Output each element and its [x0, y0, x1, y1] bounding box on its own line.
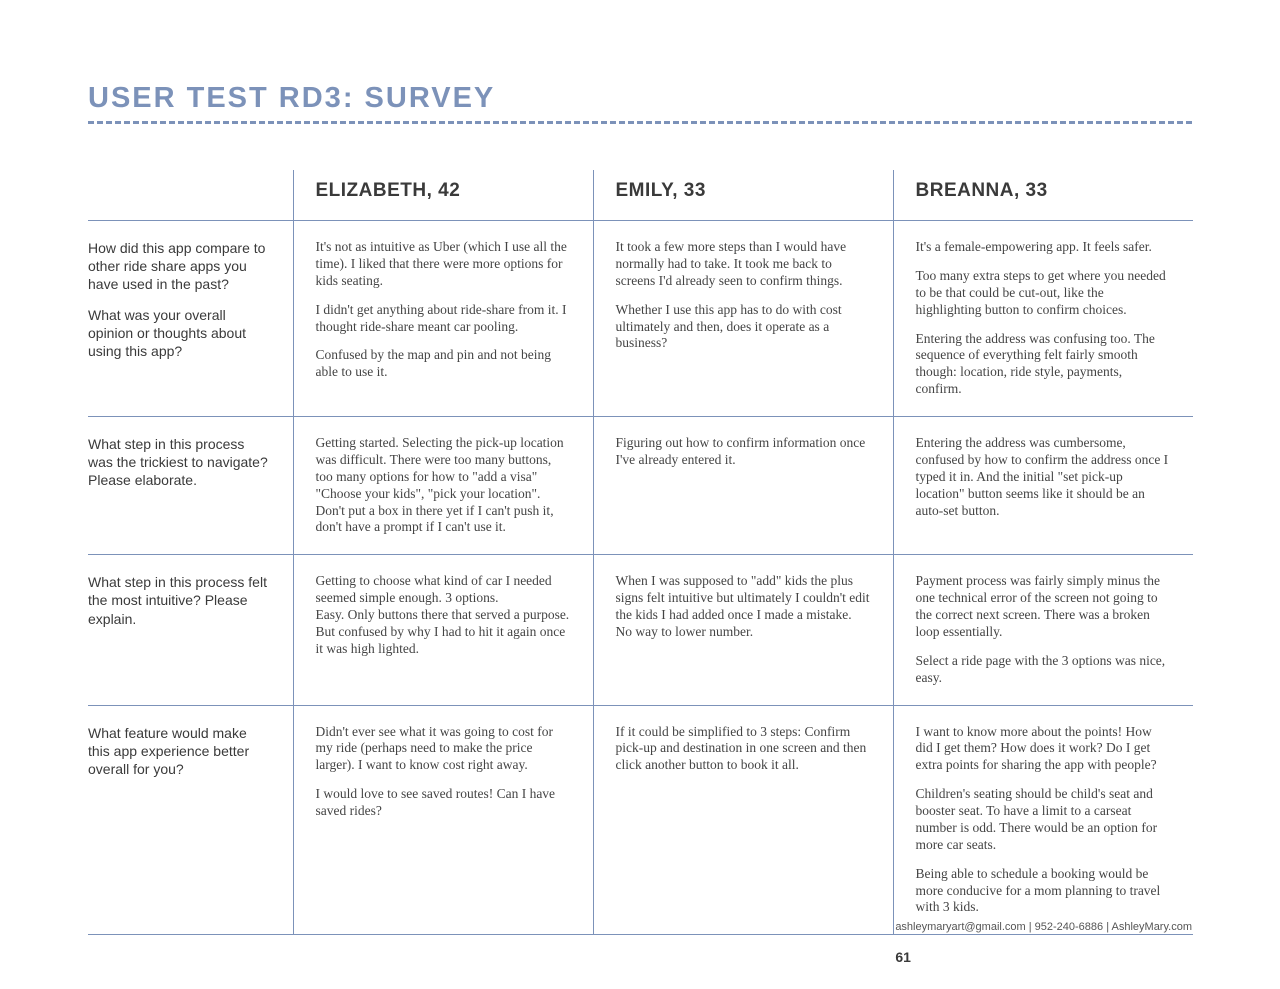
answer-cell: It's not as intuitive as Uber (which I u…	[293, 221, 593, 417]
answer-cell: Entering the address was cumbersome, con…	[893, 417, 1193, 555]
page: USER TEST RD3: SURVEY ELIZABETH, 42 EMIL…	[0, 0, 1280, 989]
page-number: 61	[895, 949, 1192, 965]
answer-cell: When I was supposed to "add" kids the pl…	[593, 555, 893, 705]
question-cell: How did this app compare to other ride s…	[88, 221, 293, 417]
page-title: USER TEST RD3: SURVEY	[88, 82, 1192, 115]
survey-table: ELIZABETH, 42 EMILY, 33 BREANNA, 33 How …	[88, 170, 1193, 935]
answer-cell: If it could be simplified to 3 steps: Co…	[593, 705, 893, 935]
footer-contact: ashleymaryart@gmail.com | 952-240-6886 |…	[895, 921, 1192, 933]
header-participant: ELIZABETH, 42	[293, 170, 593, 221]
table-row: How did this app compare to other ride s…	[88, 221, 1193, 417]
answer-cell: Getting started. Selecting the pick-up l…	[293, 417, 593, 555]
dashed-rule	[88, 121, 1192, 124]
answer-cell: It's a female-empowering app. It feels s…	[893, 221, 1193, 417]
table-row: What step in this process was the tricki…	[88, 417, 1193, 555]
answer-cell: I want to know more about the points! Ho…	[893, 705, 1193, 935]
answer-cell: Didn't ever see what it was going to cos…	[293, 705, 593, 935]
header-participant: EMILY, 33	[593, 170, 893, 221]
question-cell: What step in this process felt the most …	[88, 555, 293, 705]
header-blank	[88, 170, 293, 221]
answer-cell: Payment process was fairly simply minus …	[893, 555, 1193, 705]
footer: ashleymaryart@gmail.com | 952-240-6886 |…	[895, 921, 1192, 965]
question-cell: What step in this process was the tricki…	[88, 417, 293, 555]
answer-cell: Figuring out how to confirm information …	[593, 417, 893, 555]
table-row: What step in this process felt the most …	[88, 555, 1193, 705]
table-header-row: ELIZABETH, 42 EMILY, 33 BREANNA, 33	[88, 170, 1193, 221]
table-row: What feature would make this app experie…	[88, 705, 1193, 935]
answer-cell: Getting to choose what kind of car I nee…	[293, 555, 593, 705]
question-cell: What feature would make this app experie…	[88, 705, 293, 935]
answer-cell: It took a few more steps than I would ha…	[593, 221, 893, 417]
header-participant: BREANNA, 33	[893, 170, 1193, 221]
